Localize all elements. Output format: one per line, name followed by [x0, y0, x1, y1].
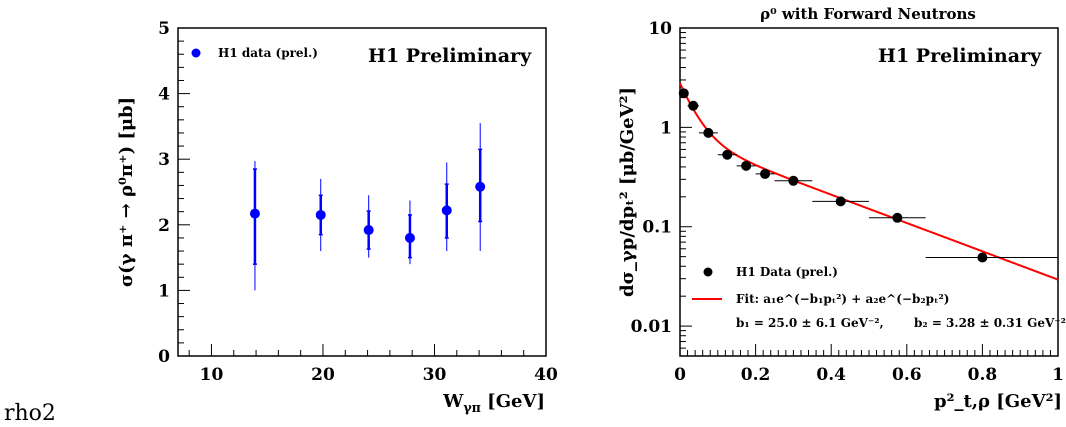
right-x-tick-label: 0 [674, 365, 686, 385]
left-y-tick-label: 4 [158, 85, 170, 105]
right-x-tick-label: 0.8 [968, 365, 998, 385]
left-x-tick-label: 40 [534, 365, 558, 385]
left-data-point [315, 209, 326, 220]
left-legend-marker [191, 48, 201, 58]
left-data-point [441, 205, 452, 216]
left-x-tick-label: 30 [423, 365, 447, 385]
figure-caption: rho2 [4, 401, 56, 426]
left-y-tick-label: 1 [158, 281, 170, 301]
right-y-tick-label: 0.1 [642, 218, 672, 238]
right-y-tick-label: 10 [648, 19, 672, 39]
right-data-point [703, 127, 714, 138]
right-data-point [835, 196, 846, 207]
right-y-axis-label: dσ_γp/dpₜ² [μb/GeV²] [617, 87, 638, 297]
left-y-tick-label: 0 [158, 347, 170, 367]
fit-params-b1: b₁ = 25.0 ± 6.1 GeV⁻², [736, 316, 884, 330]
right-data-point [788, 175, 799, 186]
left-y-tick-label: 5 [158, 19, 170, 39]
right-legend-data-marker [703, 267, 713, 277]
left-data-point [404, 232, 415, 243]
right-axes: 0 0.2 0.4 0.6 0.8 1 0.01 0.1 1 10 [631, 19, 1064, 385]
left-x-tick-label: 10 [200, 365, 224, 385]
left-data-point [363, 225, 374, 236]
right-y-tick-label: 1 [660, 118, 672, 138]
left-x-axis-label: Wγπ [GeV] [442, 391, 545, 415]
left-legend-label: H1 data (prel.) [218, 46, 318, 60]
left-y-tick-label: 3 [158, 150, 170, 170]
right-legend-data-label: H1 Data (prel.) [736, 265, 838, 279]
right-data-point [977, 252, 988, 263]
right-chart-title: ρ⁰ with Forward Neutrons [760, 5, 976, 23]
right-x-tick-label: 0.2 [741, 365, 771, 385]
right-data-point [688, 100, 699, 111]
left-plot-frame [177, 27, 547, 357]
left-data-point [249, 208, 260, 219]
right-chart: ρ⁰ with Forward Neutrons 0 0.2 0.4 0.6 0.8 10… [617, 5, 1066, 412]
left-x-tick-label: 20 [311, 365, 335, 385]
right-plot-frame [679, 27, 1059, 357]
left-y-tick-label: 2 [158, 216, 170, 236]
right-y-tick-label: 0.01 [631, 317, 672, 337]
right-x-tick-label: 0.4 [816, 365, 846, 385]
left-axes: 10 20 30 40 0 1 2 3 4 5 [158, 19, 558, 385]
left-data-points [249, 123, 486, 291]
left-y-axis-label: σ(γ π⁺ → ρ⁰π⁺) [μb] [116, 97, 137, 287]
right-data-point [722, 149, 733, 160]
right-prelim-label: H1 Preliminary [878, 45, 1042, 67]
right-data-point [892, 212, 903, 223]
right-x-tick-label: 1 [1052, 365, 1064, 385]
right-x-tick-label: 0.6 [892, 365, 922, 385]
fit-curve [679, 82, 1059, 281]
right-data-point [741, 160, 752, 171]
left-prelim-label: H1 Preliminary [368, 45, 532, 67]
right-data-point [760, 168, 771, 179]
left-chart: 10 20 30 40 0 1 2 3 4 5 H1 data (prel.) H1 Prelim… [116, 19, 558, 415]
right-legend-fit-label: Fit: a₁e^(−b₁pₜ²) + a₂e^(−b₂pₜ²) [736, 292, 949, 306]
right-data-points [678, 88, 1058, 263]
fit-params-b2: b₂ = 3.28 ± 0.31 GeV⁻² [914, 316, 1066, 330]
right-x-axis-label: p²_t,ρ [GeV²] [934, 391, 1062, 412]
left-data-point [475, 181, 486, 192]
right-data-point [678, 88, 689, 99]
